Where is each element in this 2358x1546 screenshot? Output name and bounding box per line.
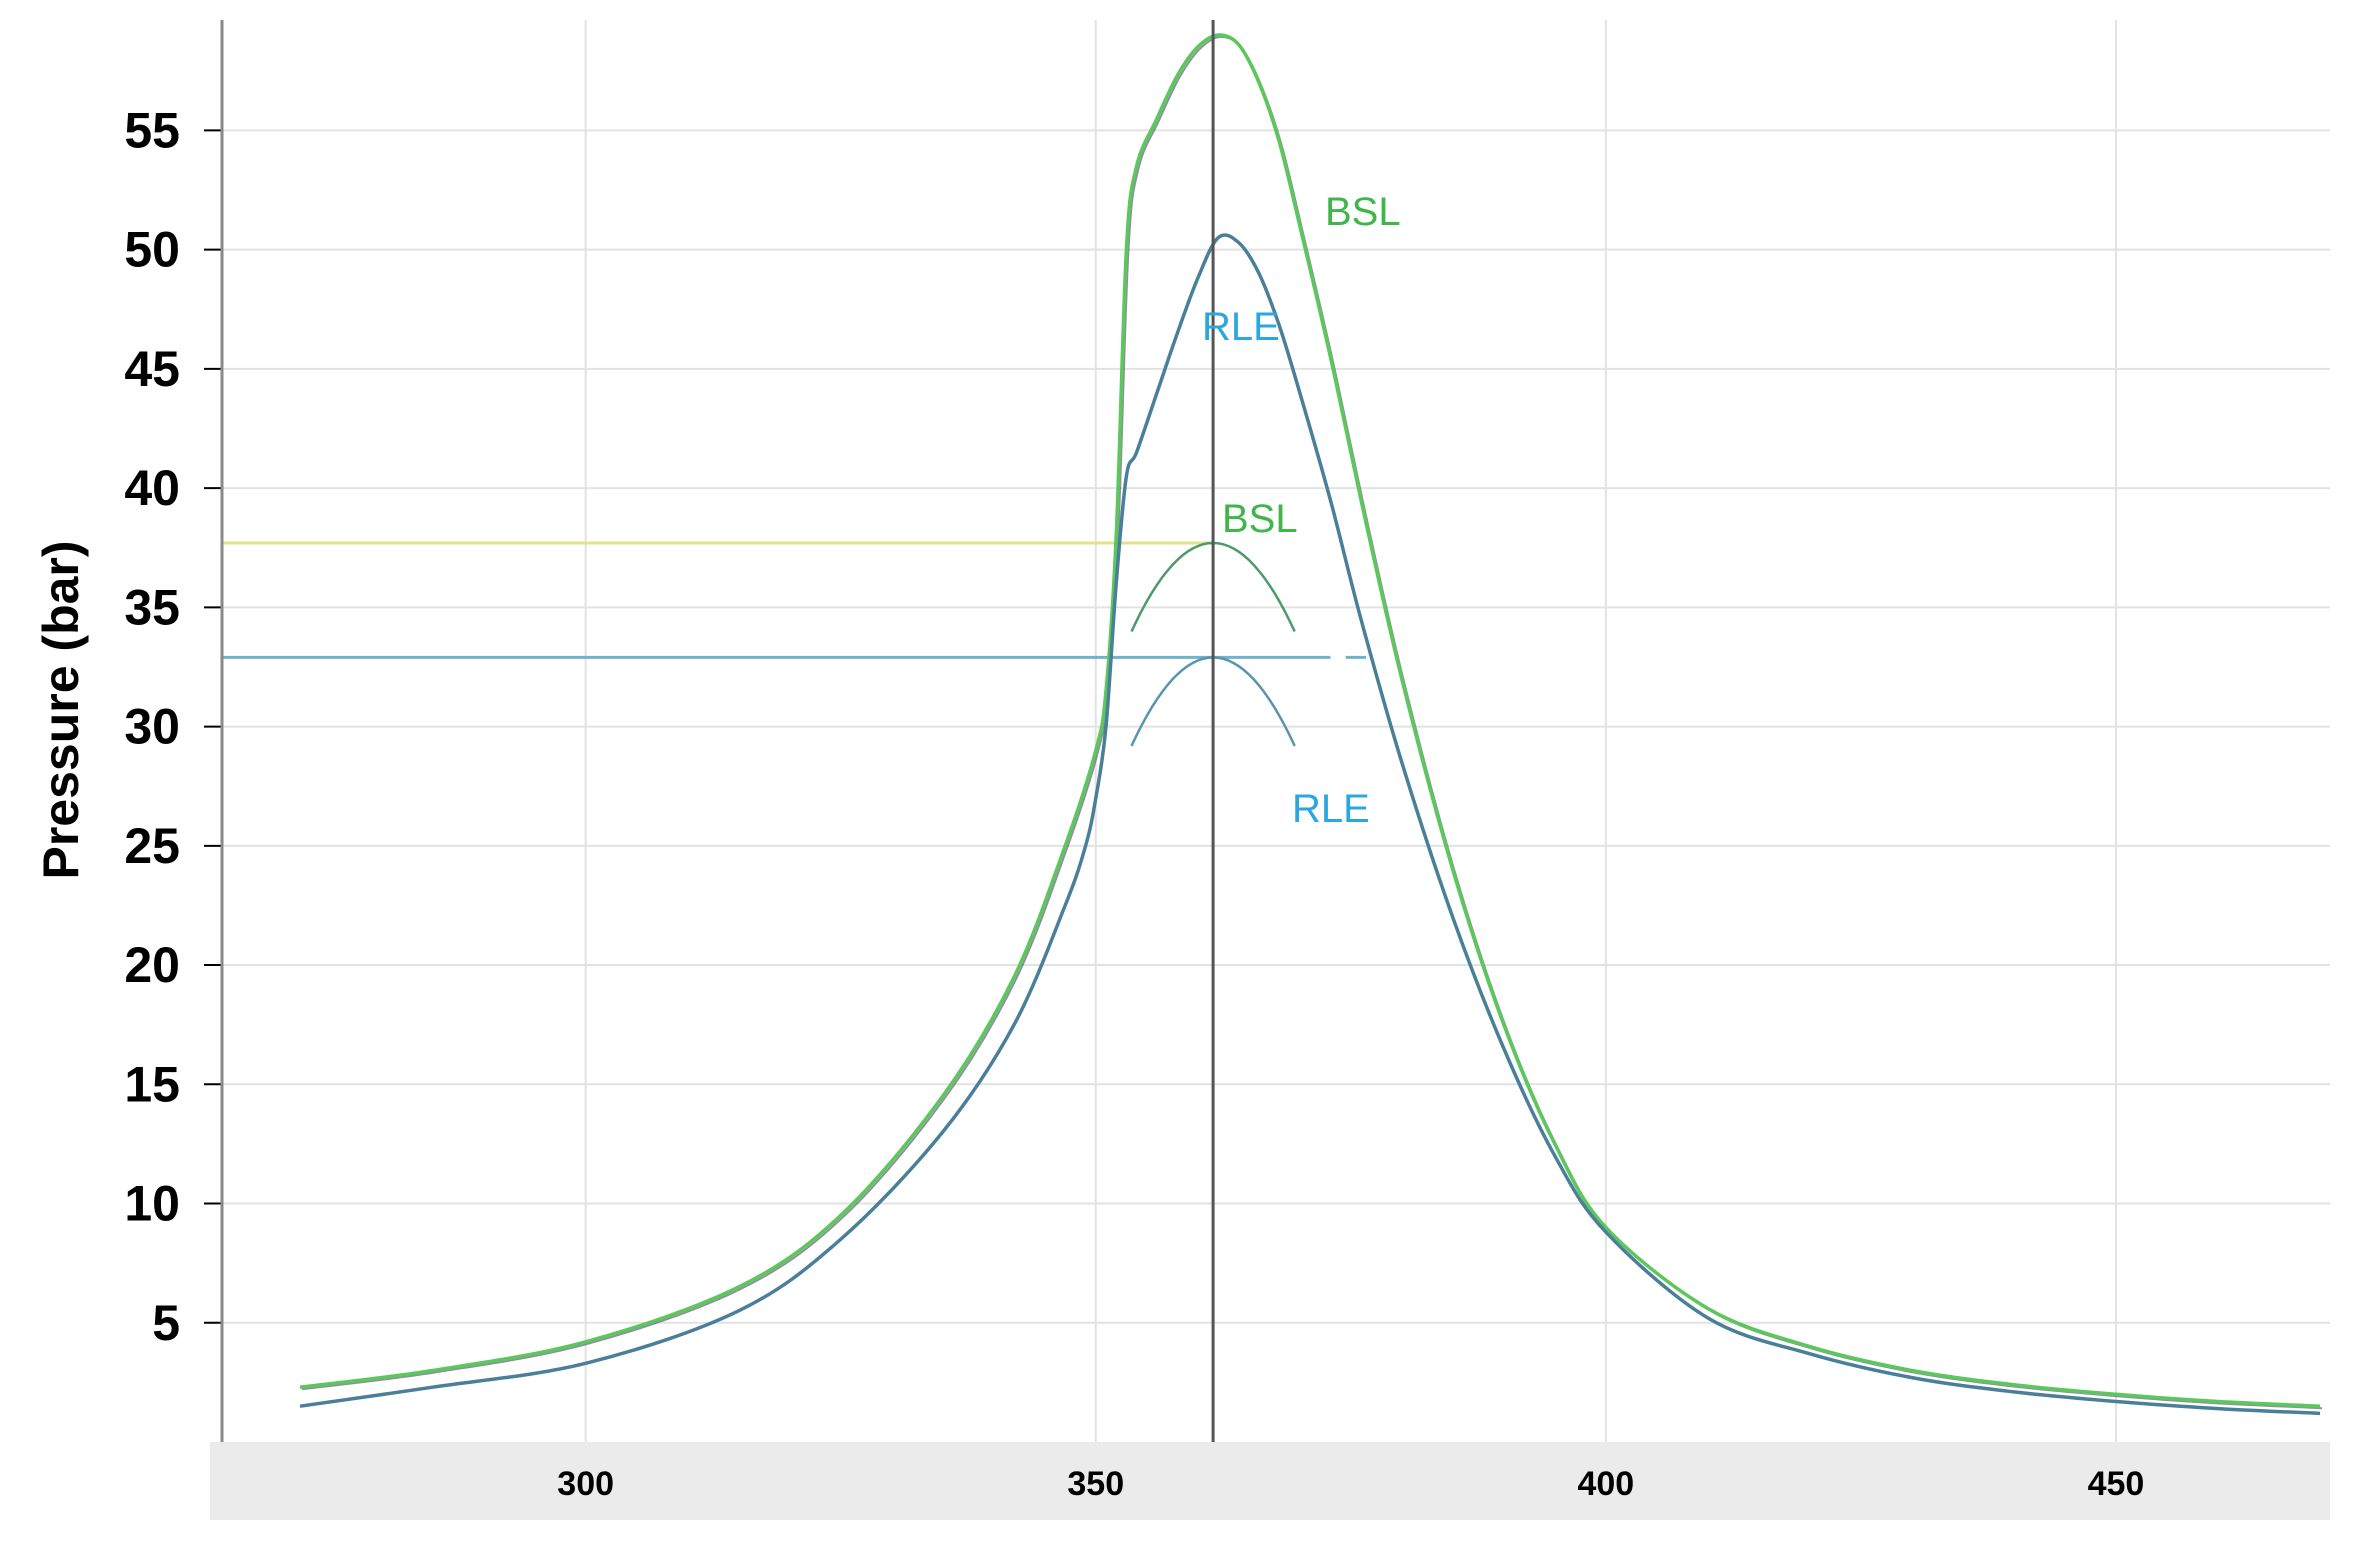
y-tick-label: 30 [124, 699, 180, 755]
bsl-curve-label: BSL [1325, 190, 1401, 234]
bsl-series-shadow [301, 35, 2323, 1410]
y-tick-label: 10 [124, 1176, 180, 1232]
x-axis-strip [210, 1442, 2330, 1520]
y-tick-label: 35 [124, 579, 180, 635]
y-tick-label: 45 [124, 341, 180, 397]
bsl-series-line [299, 33, 2321, 1408]
series-layer [299, 33, 2323, 1416]
x-tick-label: 300 [557, 1465, 614, 1503]
y-tick-label: 25 [124, 818, 180, 874]
y-tick-label: 50 [124, 222, 180, 278]
x-tick-label: 400 [1577, 1465, 1634, 1503]
peak-line-layer [222, 541, 1367, 747]
axis-layer [204, 20, 1215, 1442]
y-tick-label: 20 [124, 937, 180, 993]
y-tick-label: 40 [124, 460, 180, 516]
x-tick-label: 350 [1067, 1465, 1124, 1503]
y-axis-label: Pressure (bar) [33, 540, 89, 879]
y-tick-label: 15 [124, 1056, 180, 1112]
x-tick-label: 450 [2088, 1465, 2145, 1503]
grid-layer [222, 20, 2330, 1442]
y-tick-label: 55 [124, 102, 180, 158]
tick-layer: 5 10 15 20 25 30 35 40 45 50 55 300 350 400 450 [124, 102, 2144, 1503]
y-tick-label: 5 [152, 1295, 180, 1351]
annotation-layer: BSL RLE BSL RLE [1202, 190, 1401, 831]
rle-curve-label: RLE [1202, 305, 1280, 349]
rle-series-line [299, 233, 2321, 1416]
rle-curve-label: RLE [1292, 787, 1370, 831]
bsl-curve-label: BSL [1222, 497, 1298, 541]
